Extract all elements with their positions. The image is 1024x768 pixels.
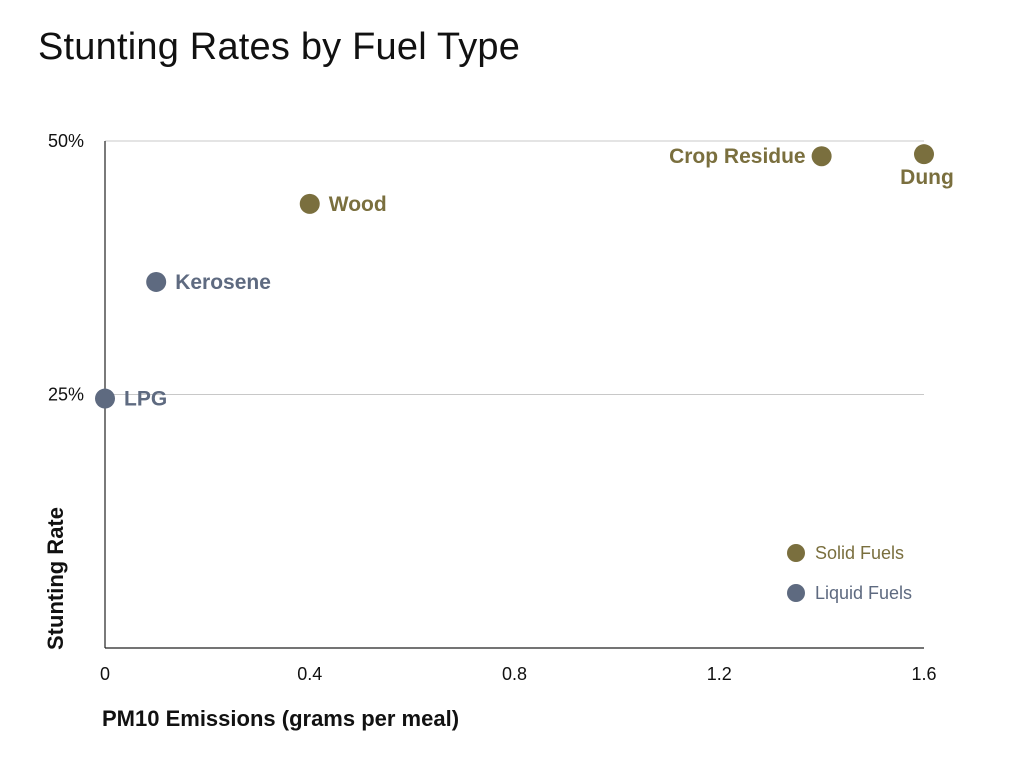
- x-tick-label: 1.6: [911, 664, 936, 684]
- point-label: Dung: [900, 166, 954, 189]
- data-point[interactable]: [146, 271, 167, 292]
- x-tick-label: 0: [100, 664, 110, 684]
- chart-title: Stunting Rates by Fuel Type: [38, 26, 521, 68]
- legend-marker: [787, 544, 805, 562]
- data-point[interactable]: [811, 146, 832, 167]
- point-label: Crop Residue: [669, 145, 806, 168]
- data-point[interactable]: [95, 388, 115, 409]
- y-axis-label: Stunting Rate: [43, 507, 68, 650]
- x-axis-label: PM10 Emissions (grams per meal): [102, 706, 459, 731]
- x-tick-label: 1.2: [707, 664, 732, 684]
- point-label: Kerosene: [175, 271, 271, 294]
- x-tick-label: 0.4: [297, 664, 322, 684]
- data-point[interactable]: [914, 144, 934, 165]
- y-tick-label: 25%: [48, 385, 84, 405]
- point-label: Wood: [329, 193, 387, 216]
- legend-marker: [787, 584, 805, 602]
- data-point[interactable]: [299, 193, 320, 214]
- y-tick-label: 50%: [48, 131, 84, 151]
- legend-label: Liquid Fuels: [815, 583, 912, 603]
- legend-label: Solid Fuels: [815, 543, 904, 563]
- point-label: LPG: [124, 388, 167, 411]
- x-tick-label: 0.8: [502, 664, 527, 684]
